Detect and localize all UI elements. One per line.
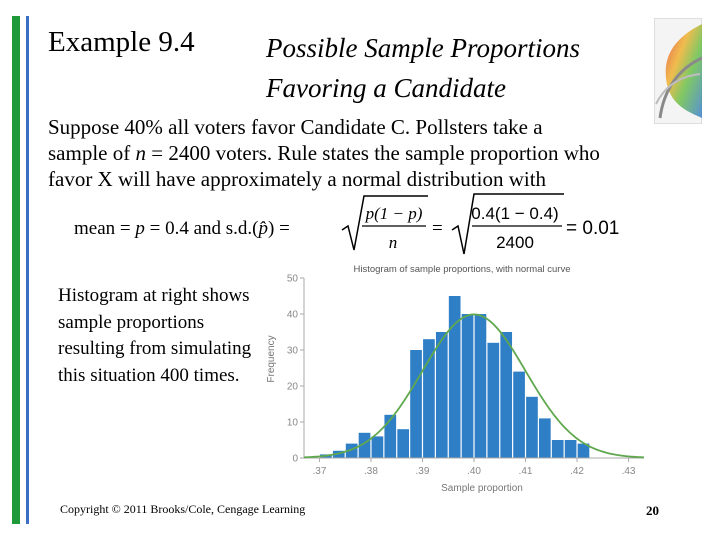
x-tick-label: .42 bbox=[570, 466, 584, 477]
slide-title: Example 9.4 bbox=[48, 26, 195, 58]
x-tick-label: .38 bbox=[364, 466, 378, 477]
body-line-2: sample of n = 2400 voters. Rule states t… bbox=[48, 140, 698, 166]
formula-numerator-2: 0.4(1 − 0.4) bbox=[471, 204, 558, 223]
y-tick-label: 30 bbox=[287, 346, 299, 357]
histogram-bar bbox=[513, 371, 525, 458]
histogram-bar bbox=[332, 450, 345, 458]
body-line-1: Suppose 40% all voters favor Candidate C… bbox=[48, 115, 543, 139]
histogram-bar bbox=[500, 332, 513, 458]
formula-mean-eq: = 0.4 and s.d.( bbox=[145, 218, 259, 239]
left-accent-bar-blue bbox=[26, 16, 29, 524]
histogram-bar bbox=[538, 418, 551, 458]
y-tick-label: 0 bbox=[292, 454, 298, 465]
y-tick-label: 10 bbox=[287, 418, 299, 429]
histogram-bar bbox=[371, 436, 384, 458]
formula-result: = 0.01 bbox=[566, 218, 619, 239]
histogram-bar bbox=[577, 443, 590, 458]
y-tick-label: 50 bbox=[287, 274, 299, 285]
subtitle-line-2: Favoring a Candidate bbox=[266, 73, 506, 103]
histogram-chart: Histogram of sample proportions, with no… bbox=[266, 264, 645, 494]
histogram-bar bbox=[551, 440, 564, 458]
y-tick-label: 20 bbox=[287, 382, 299, 393]
x-tick-label: .41 bbox=[519, 466, 533, 477]
slide-subtitle: Possible Sample Proportions Favoring a C… bbox=[266, 28, 580, 108]
formula-equals-2: = bbox=[432, 218, 443, 239]
sqrt-sign-2 bbox=[451, 193, 564, 255]
histogram-bar bbox=[474, 314, 487, 458]
x-tick-label: .39 bbox=[416, 466, 430, 477]
chart-title: Histogram of sample proportions, with no… bbox=[353, 264, 570, 275]
x-tick-label: .37 bbox=[313, 466, 327, 477]
histogram-bars bbox=[320, 296, 590, 458]
chart-x-axis-label: Sample proportion bbox=[441, 483, 523, 494]
histogram-bar bbox=[487, 342, 500, 458]
chart-y-axis-label: Frequency bbox=[266, 335, 277, 382]
left-accent-bar-green bbox=[12, 16, 20, 524]
formula-p: p bbox=[133, 218, 145, 239]
histogram-bar bbox=[423, 339, 435, 458]
formula-denominator-2: 2400 bbox=[496, 233, 534, 252]
sd-formula: mean = p = 0.4 and s.d.(p̂) = p(1 − p) n… bbox=[74, 193, 619, 255]
formula-denominator-1: n bbox=[389, 233, 398, 252]
body-line-3: favor X will have approximately a normal… bbox=[48, 167, 547, 191]
histogram-bar bbox=[461, 314, 474, 458]
svg-text:mean = p = 0.4 and s.d.(p̂) =: mean = p = 0.4 and s.d.(p̂) = bbox=[74, 218, 290, 239]
formula-numerator-1: p(1 − p) bbox=[365, 204, 423, 223]
body-line-2-post: = 2400 voters. Rule states the sample pr… bbox=[145, 141, 600, 165]
histogram-bar bbox=[410, 350, 422, 458]
histogram-bar bbox=[397, 429, 410, 458]
body-paragraph: Suppose 40% all voters favor Candidate C… bbox=[48, 114, 698, 192]
formula-phat: p̂ bbox=[257, 218, 269, 239]
decorative-swirl-image bbox=[654, 18, 702, 124]
histogram-bar bbox=[435, 332, 448, 458]
formula-mean-text: mean = bbox=[74, 218, 135, 239]
x-tick-label: .40 bbox=[467, 466, 481, 477]
variable-n: n bbox=[135, 141, 146, 165]
normal-curve-line bbox=[303, 313, 645, 459]
histogram-bar bbox=[358, 432, 371, 458]
page-number: 20 bbox=[646, 503, 659, 518]
histogram-bar bbox=[384, 414, 397, 458]
histogram-bar bbox=[526, 396, 538, 458]
x-tick-label: .43 bbox=[622, 466, 636, 477]
histogram-bar bbox=[448, 296, 461, 458]
formula-sd-close: ) = bbox=[268, 218, 290, 239]
chart-axes: 0 10 20 30 40 50 .37 .38 .39 .40 .41 .42 .43 bbox=[287, 274, 644, 477]
copyright-footer: Copyright © 2011 Brooks/Cole, Cengage Le… bbox=[60, 502, 306, 516]
histogram-bar bbox=[345, 443, 358, 458]
histogram-caption: Histogram at right shows sample proporti… bbox=[58, 285, 252, 386]
body-line-2-pre: sample of bbox=[48, 141, 136, 165]
histogram-bar bbox=[564, 440, 577, 458]
sqrt-sign-1 bbox=[341, 195, 428, 251]
y-tick-label: 40 bbox=[287, 310, 299, 321]
subtitle-line-1: Possible Sample Proportions bbox=[266, 33, 580, 63]
